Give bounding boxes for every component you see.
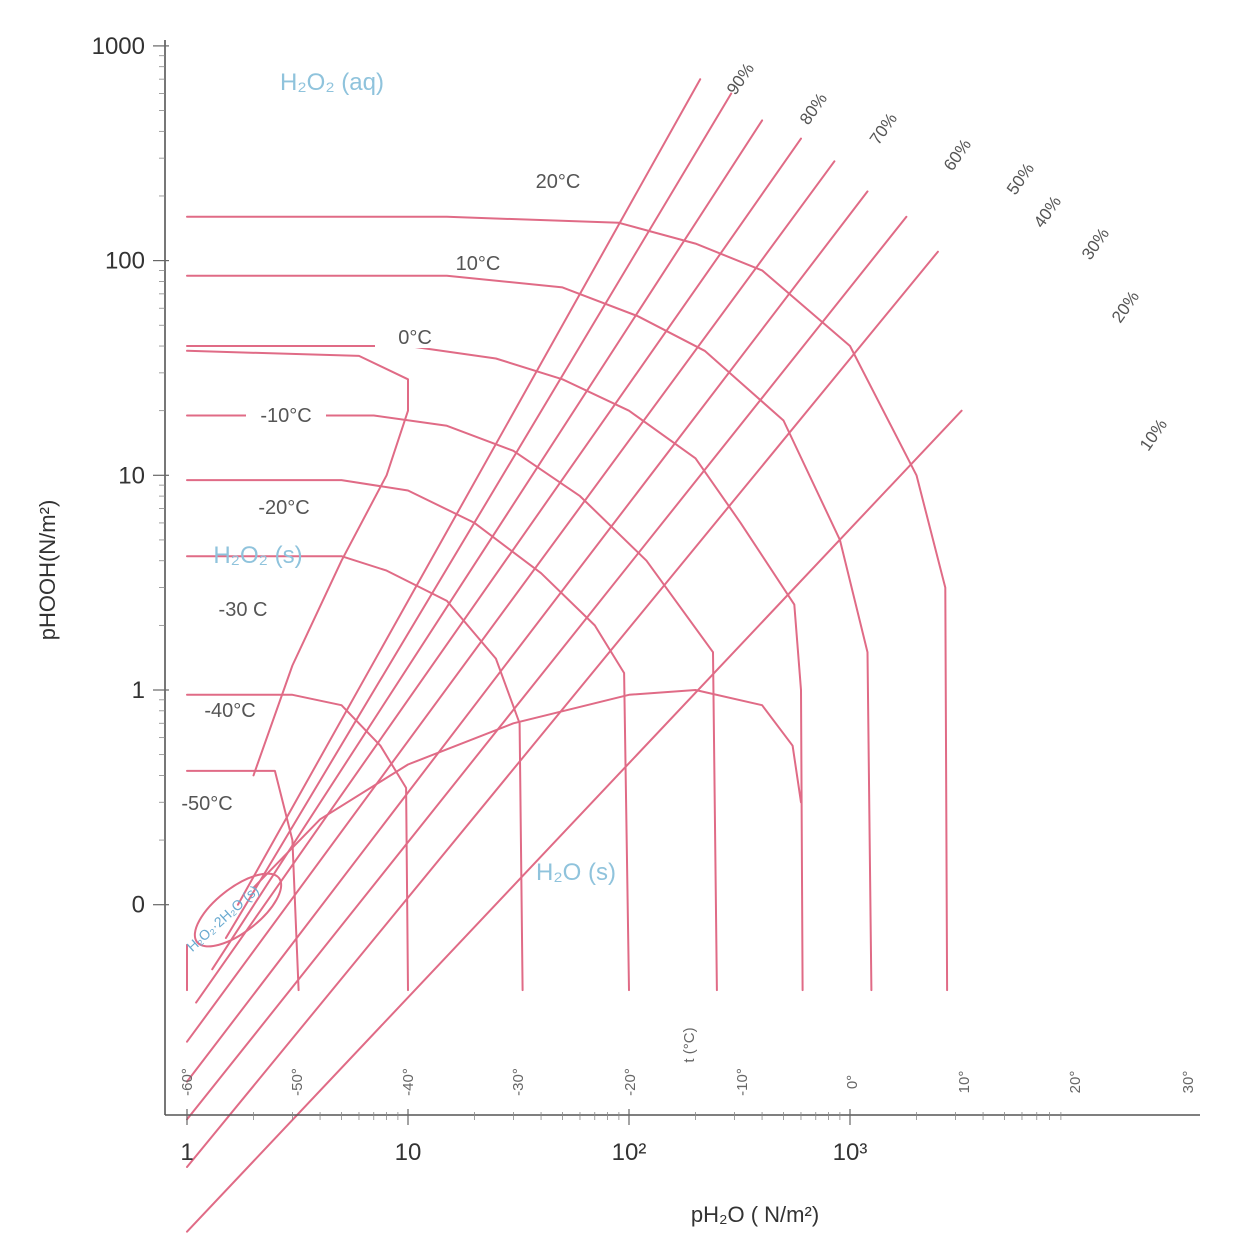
temperature-axis-label: t (°C) bbox=[681, 1027, 698, 1062]
region-label-h2o-s: H₂O (s) bbox=[536, 859, 616, 886]
concentration-label: 90% bbox=[723, 59, 758, 98]
temperature-tick-label: 20° bbox=[1067, 1071, 1084, 1094]
concentration-line bbox=[224, 92, 733, 939]
temperature-tick-label: -40° bbox=[400, 1068, 417, 1096]
phase-boundary-line bbox=[186, 349, 409, 777]
concentration-line bbox=[186, 160, 836, 1043]
concentration-line bbox=[186, 409, 963, 1233]
temperature-tick-label: -30° bbox=[510, 1068, 527, 1096]
region-label-h2o2-aq: H₂O₂ (aq) bbox=[280, 69, 384, 96]
y-tick-label: 10 bbox=[118, 462, 145, 489]
isotherm-line bbox=[186, 274, 873, 992]
temperature-tick-label: -50° bbox=[289, 1068, 306, 1096]
temperature-tick-label: 10° bbox=[956, 1071, 973, 1094]
temperature-tick-label: -60° bbox=[179, 1068, 196, 1096]
dihydrate-region-outline bbox=[193, 872, 283, 948]
y-tick-label: 1 bbox=[132, 677, 145, 704]
concentration-line bbox=[186, 190, 869, 1083]
isotherm-label: -20°C bbox=[258, 497, 309, 519]
isotherm-label-bg bbox=[244, 494, 324, 518]
isotherm-label-bg bbox=[246, 402, 326, 426]
isotherm-line bbox=[186, 345, 804, 992]
concentration-line bbox=[195, 137, 802, 1004]
concentration-label: 50% bbox=[1003, 159, 1038, 198]
region-label-h2o2-s: H₂O₂ (s) bbox=[213, 542, 302, 569]
concentration-line bbox=[186, 250, 939, 1168]
isotherm-label: -30 C bbox=[219, 599, 268, 621]
isotherm-line bbox=[186, 555, 524, 992]
x-tick-label: 10² bbox=[612, 1139, 647, 1166]
isotherm-label: 0°C bbox=[398, 327, 432, 349]
isotherm-label: -40°C bbox=[204, 700, 255, 722]
x-tick-label: 1 bbox=[180, 1139, 193, 1166]
temperature-tick-label: 0° bbox=[844, 1075, 861, 1089]
isotherm-label: -10°C bbox=[260, 405, 311, 427]
concentration-label: 30% bbox=[1078, 224, 1113, 263]
x-axis-title: pH₂O ( N/m²) bbox=[691, 1202, 819, 1227]
phase-boundary-line bbox=[252, 689, 802, 889]
concentration-label: 20% bbox=[1108, 287, 1143, 326]
y-tick-label: 0 bbox=[132, 892, 145, 919]
concentration-label: 80% bbox=[796, 89, 831, 128]
concentration-label: 60% bbox=[940, 135, 975, 174]
temperature-tick-label: -20° bbox=[622, 1068, 639, 1096]
isotherm-label-bg bbox=[375, 324, 455, 348]
isotherm-label-bg bbox=[438, 250, 518, 274]
isotherm-line bbox=[186, 769, 300, 992]
concentration-label: 10% bbox=[1136, 415, 1171, 454]
isotherm-label-bg bbox=[518, 168, 598, 192]
isotherm-label-bg bbox=[167, 790, 247, 814]
isotherm-label-bg bbox=[190, 697, 270, 721]
isotherm-label: -50°C bbox=[181, 793, 232, 815]
temperature-tick-label: -10° bbox=[734, 1068, 751, 1096]
isotherm-label: 20°C bbox=[536, 171, 581, 193]
concentration-line bbox=[236, 78, 702, 906]
concentration-label: 70% bbox=[866, 109, 901, 148]
y-tick-label: 100 bbox=[105, 248, 145, 275]
isotherm-label: 10°C bbox=[456, 253, 501, 275]
isotherm-line bbox=[186, 479, 630, 992]
isotherm-line bbox=[186, 693, 409, 992]
y-axis-title: pHOOH(N/m²) bbox=[35, 500, 60, 641]
isotherm-label-bg bbox=[203, 596, 283, 620]
y-tick-label: 1000 bbox=[92, 33, 145, 60]
x-tick-label: 10 bbox=[395, 1139, 422, 1166]
concentration-label: 40% bbox=[1030, 192, 1065, 231]
concentration-line bbox=[186, 215, 908, 1121]
isotherm-line bbox=[186, 414, 718, 992]
concentration-line bbox=[211, 119, 764, 971]
temperature-tick-label: 30° bbox=[1180, 1071, 1197, 1094]
x-tick-label: 10³ bbox=[833, 1139, 868, 1166]
isotherm-line bbox=[186, 215, 949, 992]
